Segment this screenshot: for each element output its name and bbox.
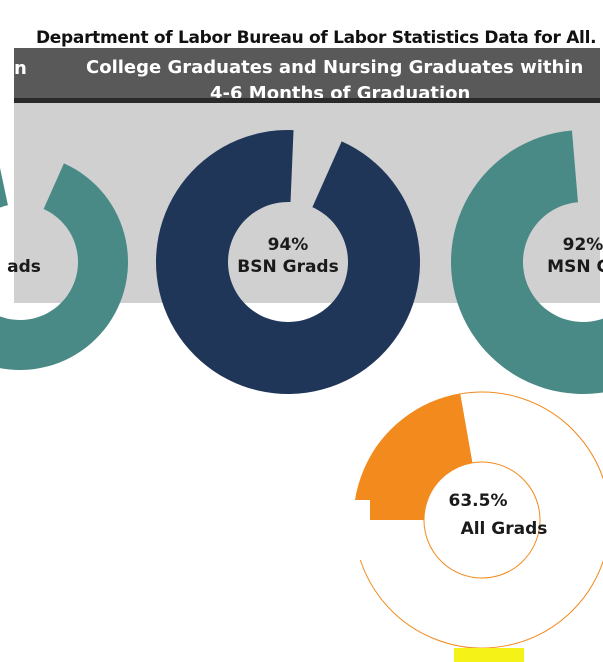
title-bottom-bar — [14, 98, 600, 103]
donut-name-label-1: BSN Grads — [237, 257, 338, 277]
title-left-fragment: n — [14, 58, 27, 79]
donut-value-label-3: 63.5% — [449, 491, 508, 511]
page-header-text: Department of Labor Bureau of Labor Stat… — [36, 28, 596, 48]
donut-mask-3 — [300, 500, 370, 560]
donut-name-label-3: All Grads — [461, 519, 548, 539]
title-band — [14, 48, 600, 100]
donut-name-label-0: ads — [7, 257, 41, 277]
donut-segment-2 — [451, 130, 603, 394]
donut-segment-3 — [354, 393, 472, 520]
donut-name-label-2: MSN Gr — [547, 257, 603, 277]
donut-segment-1 — [155, 129, 420, 394]
yellow-strip — [454, 648, 524, 662]
donut-value-label-2: 92% — [563, 235, 603, 255]
donut-value-label-1: 94% — [268, 235, 309, 255]
chart-title-line1: College Graduates and Nursing Graduates … — [86, 57, 584, 78]
page-top-strip — [0, 0, 603, 48]
donut-segment-0 — [0, 163, 128, 370]
chart-title-line2: 4-6 Months of Graduation — [210, 83, 471, 100]
